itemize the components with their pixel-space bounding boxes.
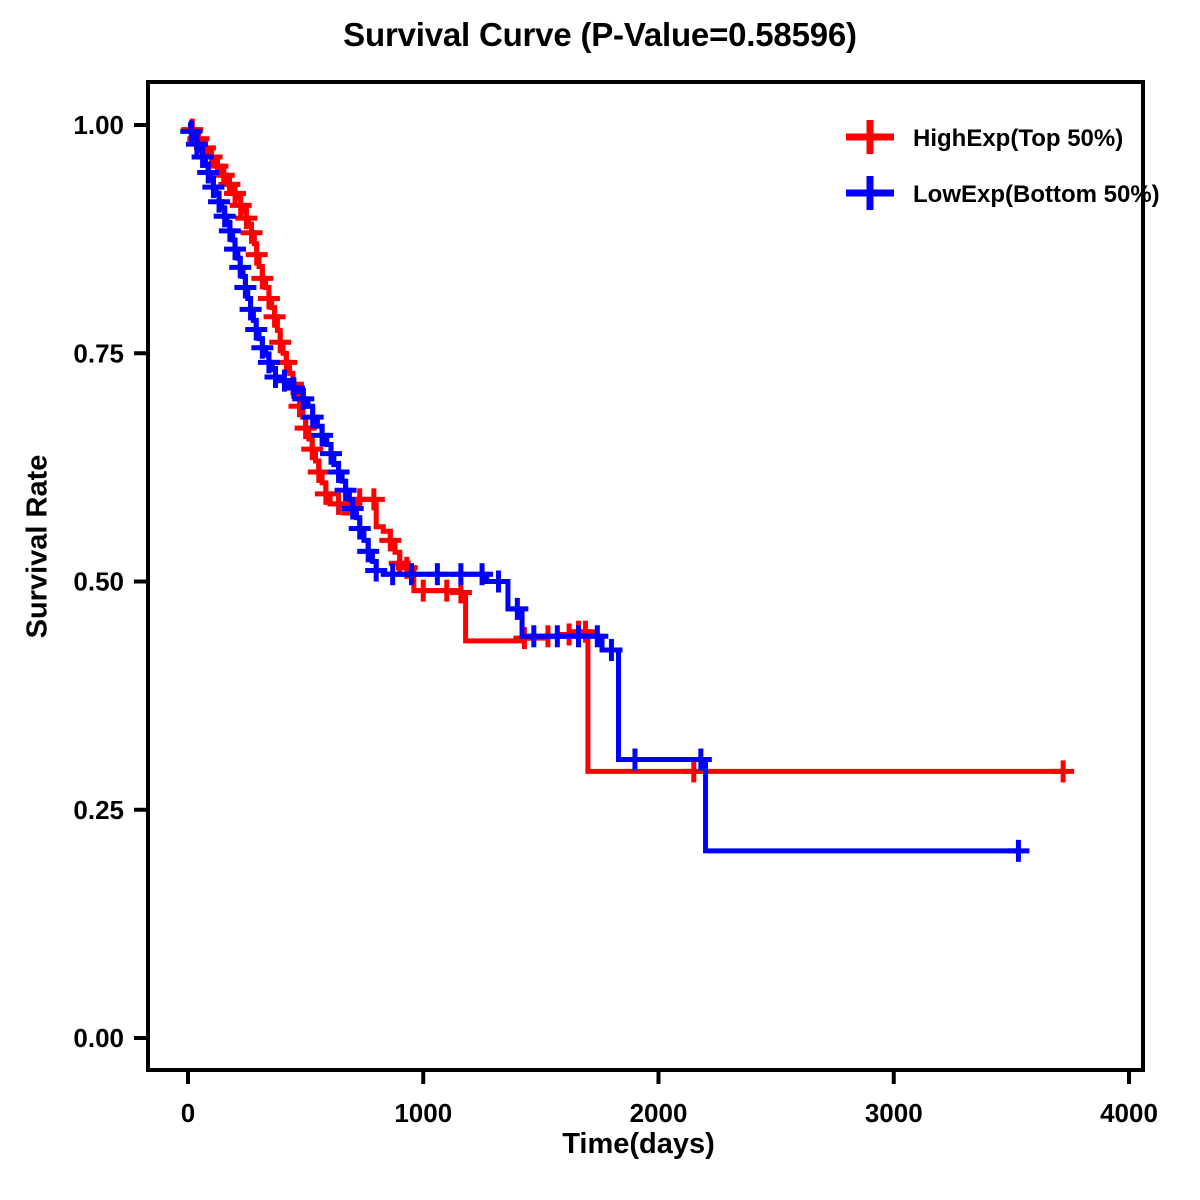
censor-mark bbox=[487, 570, 510, 593]
y-tick-label: 0.00 bbox=[73, 1023, 124, 1053]
censor-mark bbox=[600, 638, 623, 661]
censor-mark bbox=[229, 256, 252, 279]
censor-mark bbox=[546, 625, 569, 648]
legend-label: LowExp(Bottom 50%) bbox=[913, 181, 1160, 208]
chart-legend: HighExp(Top 50%) LowExp(Bottom 50%) bbox=[846, 120, 1160, 210]
censor-mark bbox=[506, 597, 529, 620]
series-lowexp bbox=[180, 120, 1030, 862]
censor-mark bbox=[224, 182, 247, 205]
censor-mark bbox=[426, 563, 449, 586]
censor-mark bbox=[240, 221, 263, 244]
censor-mark bbox=[381, 563, 404, 586]
censor-mark bbox=[197, 161, 220, 184]
censor-mark bbox=[567, 625, 590, 648]
censor-mark bbox=[327, 460, 350, 483]
censor-mark bbox=[292, 387, 315, 410]
censor-mark bbox=[234, 276, 257, 299]
censor-mark bbox=[586, 625, 609, 648]
censor-mark bbox=[362, 488, 385, 511]
censor-mark bbox=[218, 219, 241, 242]
censor-mark bbox=[341, 497, 364, 520]
chart-title: Survival Curve (P-Value=0.58596) bbox=[343, 16, 857, 53]
censor-mark bbox=[269, 331, 292, 354]
censor-mark bbox=[257, 287, 280, 310]
censor-mark bbox=[245, 318, 268, 341]
censor-mark bbox=[522, 625, 545, 648]
censor-mark bbox=[239, 298, 262, 321]
censor-mark bbox=[471, 563, 494, 586]
censor-mark bbox=[1007, 839, 1030, 862]
censor-mark bbox=[379, 529, 402, 552]
censor-mark bbox=[334, 479, 357, 502]
censor-mark bbox=[191, 145, 214, 168]
censor-mark bbox=[307, 460, 330, 483]
censor-mark bbox=[180, 120, 203, 143]
censor-mark bbox=[251, 267, 274, 290]
censor-mark bbox=[320, 442, 343, 465]
y-tick-label: 0.75 bbox=[73, 338, 124, 368]
x-axis-label: Time(days) bbox=[562, 1128, 715, 1160]
censor-mark bbox=[224, 238, 247, 261]
censor-mark bbox=[251, 336, 274, 359]
censor-mark bbox=[301, 406, 324, 429]
y-tick-label: 1.00 bbox=[73, 110, 124, 140]
axis-ticks: 0.00 0.25 0.50 0.75 1.00 0 1000 2000 3000 4000 bbox=[73, 110, 1158, 1128]
legend-item-highexp[interactable]: HighExp(Top 50%) bbox=[846, 120, 1123, 154]
censor-mark bbox=[365, 559, 388, 582]
censor-mark bbox=[348, 517, 371, 540]
x-tick-label: 0 bbox=[181, 1098, 195, 1128]
censor-mark bbox=[314, 482, 337, 505]
censor-mark bbox=[257, 351, 280, 374]
y-tick-label: 0.50 bbox=[73, 567, 124, 597]
x-tick-label: 3000 bbox=[865, 1098, 923, 1128]
censor-mark bbox=[229, 194, 252, 217]
censor-mark bbox=[311, 424, 334, 447]
x-tick-label: 2000 bbox=[630, 1098, 688, 1128]
censor-mark bbox=[412, 579, 435, 602]
censor-mark bbox=[449, 563, 472, 586]
plot-frame bbox=[146, 80, 1145, 1072]
step-line bbox=[188, 122, 1019, 854]
censor-mark bbox=[623, 748, 646, 771]
legend-item-lowexp[interactable]: LowExp(Bottom 50%) bbox=[846, 176, 1160, 210]
censor-mark bbox=[208, 190, 231, 213]
x-tick-label: 1000 bbox=[394, 1098, 452, 1128]
censor-mark bbox=[357, 540, 380, 563]
censor-mark bbox=[213, 205, 236, 228]
censor-mark bbox=[245, 243, 268, 266]
censor-mark bbox=[202, 176, 225, 199]
censor-mark bbox=[185, 133, 208, 156]
y-tick-label: 0.25 bbox=[73, 795, 124, 825]
censor-mark bbox=[301, 438, 324, 461]
series-highexp bbox=[181, 118, 1075, 783]
censor-mark bbox=[400, 563, 423, 586]
plot-border bbox=[146, 80, 1145, 1072]
censor-mark bbox=[235, 207, 258, 230]
series-layer bbox=[180, 118, 1075, 862]
censor-mark bbox=[263, 305, 286, 328]
censor-mark bbox=[682, 760, 705, 783]
legend-label: HighExp(Top 50%) bbox=[913, 125, 1123, 152]
x-tick-label: 4000 bbox=[1100, 1098, 1158, 1128]
censor-mark bbox=[1052, 760, 1075, 783]
censor-mark bbox=[689, 748, 712, 771]
